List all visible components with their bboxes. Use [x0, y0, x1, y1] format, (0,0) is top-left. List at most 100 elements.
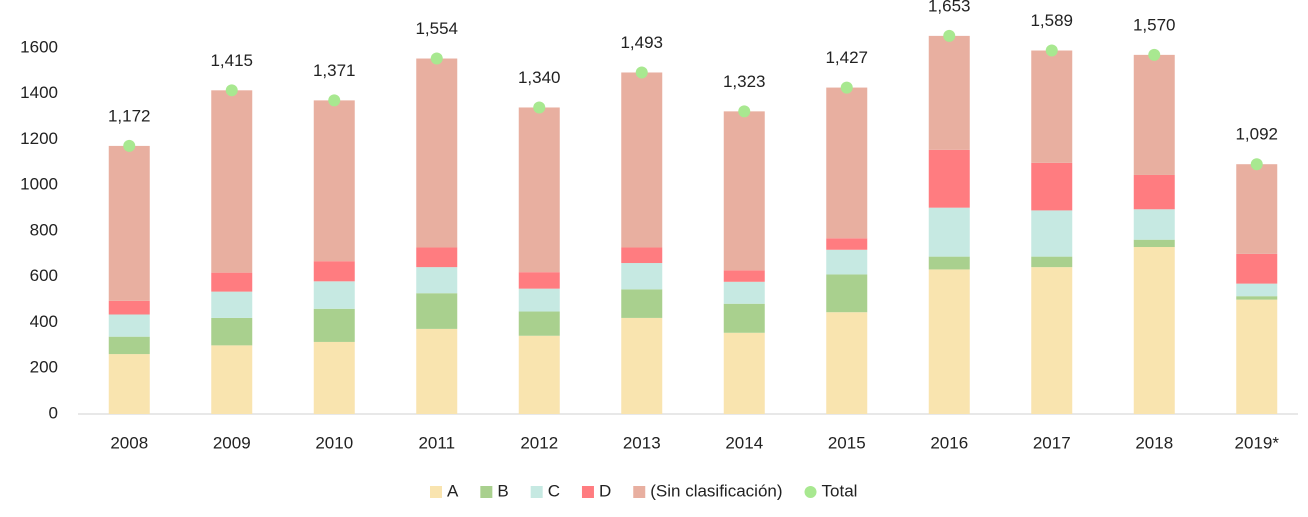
bar-segment: [1133, 247, 1175, 414]
legend-swatch: [581, 486, 594, 498]
y-tick-label: 0: [49, 403, 58, 422]
y-tick-label: 600: [30, 266, 58, 285]
bar-segment: [621, 247, 663, 264]
x-tick-label: 2008: [110, 433, 148, 452]
bar-segment: [621, 72, 663, 248]
total-label: 1,371: [313, 61, 356, 80]
bar-segment: [826, 238, 868, 250]
legend-label: (Sin clasificación): [650, 481, 782, 500]
legend-swatch: [633, 486, 646, 498]
total-dot: [225, 84, 238, 97]
x-tick-label: 2012: [520, 433, 558, 452]
bar-segment: [723, 111, 765, 271]
bar-segment: [1236, 164, 1278, 254]
bar-segment: [826, 312, 868, 414]
bar-segment: [1031, 162, 1073, 211]
total-dot: [328, 94, 341, 107]
total-label: 1,092: [1235, 125, 1278, 144]
y-tick-label: 400: [30, 312, 58, 331]
bar-segment: [416, 58, 458, 248]
bar-segment: [313, 341, 355, 414]
total-label: 1,570: [1133, 15, 1176, 34]
total-label: 1,415: [210, 51, 253, 70]
bar-segment: [313, 261, 355, 282]
bar-segment: [928, 207, 970, 257]
total-label: 1,427: [825, 48, 868, 67]
legend-swatch: [430, 486, 442, 498]
y-tick-label: 1200: [20, 129, 58, 148]
total-label: 1,172: [108, 106, 151, 125]
y-tick-label: 200: [30, 358, 58, 377]
bar-segment: [518, 107, 560, 273]
total-label: 1,589: [1030, 11, 1073, 30]
total-dot: [1250, 158, 1263, 171]
bar-segment: [416, 293, 458, 329]
x-tick-label: 2014: [725, 433, 763, 452]
y-tick-label: 1000: [20, 175, 58, 194]
y-tick-label: 1600: [20, 37, 58, 56]
total-dot: [1045, 44, 1058, 57]
bar-segment: [1236, 299, 1278, 414]
total-label: 1,554: [415, 19, 458, 38]
bar-segment: [518, 311, 560, 336]
legend-swatch: [804, 486, 817, 498]
bar-segment: [518, 288, 560, 312]
bar-segment: [108, 354, 150, 414]
legend-swatch: [480, 486, 493, 498]
bar-segment: [313, 281, 355, 309]
bar-segment: [518, 272, 560, 289]
bar-segment: [211, 90, 253, 273]
x-tick-label: 2018: [1135, 433, 1173, 452]
total-dot: [738, 105, 751, 118]
bar-segment: [416, 247, 458, 268]
total-dot: [1148, 48, 1161, 61]
bar-segment: [826, 249, 868, 275]
legend-label: D: [599, 481, 611, 500]
x-tick-label: 2010: [315, 433, 353, 452]
x-tick-label: 2017: [1033, 433, 1071, 452]
legend-label: Total: [822, 481, 858, 500]
total-dot: [943, 29, 956, 42]
bar-segment: [1031, 256, 1073, 268]
x-tick-label: 2009: [213, 433, 251, 452]
bar-segment: [211, 272, 253, 292]
legend-label: B: [497, 481, 508, 500]
total-dot: [123, 139, 136, 152]
bar-segment: [1236, 296, 1278, 300]
bar-segment: [1133, 239, 1175, 248]
bar-segment: [1236, 253, 1278, 284]
x-tick-label: 2019*: [1235, 433, 1280, 452]
total-label: 1,323: [723, 72, 766, 91]
bar-segment: [826, 87, 868, 239]
bar-segment: [108, 300, 150, 315]
bar-segment: [1133, 209, 1175, 240]
total-label: 1,493: [620, 33, 663, 52]
bar-segment: [1031, 267, 1073, 414]
bar-segment: [928, 149, 970, 208]
total-dot: [635, 66, 648, 79]
bar-segment: [108, 314, 150, 337]
bar-segment: [211, 345, 253, 414]
bar-segment: [1133, 174, 1175, 210]
bar-segment: [723, 303, 765, 333]
bar-segment: [928, 269, 970, 414]
total-dot: [430, 52, 443, 65]
bar-segment: [621, 317, 663, 414]
bar-segment: [518, 335, 560, 414]
bar-segment: [928, 35, 970, 150]
x-tick-label: 2015: [828, 433, 866, 452]
bar-segment: [1236, 283, 1278, 297]
total-dot: [533, 101, 546, 114]
bar-segment: [211, 291, 253, 318]
x-tick-label: 2013: [623, 433, 661, 452]
bar-segment: [416, 328, 458, 414]
total-label: 1,340: [518, 68, 561, 87]
bar-segment: [723, 332, 765, 414]
bar-segment: [1031, 210, 1073, 257]
x-tick-label: 2016: [930, 433, 968, 452]
legend-label: A: [447, 481, 459, 500]
legend-label: C: [548, 481, 560, 500]
bar-segment: [928, 256, 970, 270]
bar-segment: [621, 263, 663, 290]
